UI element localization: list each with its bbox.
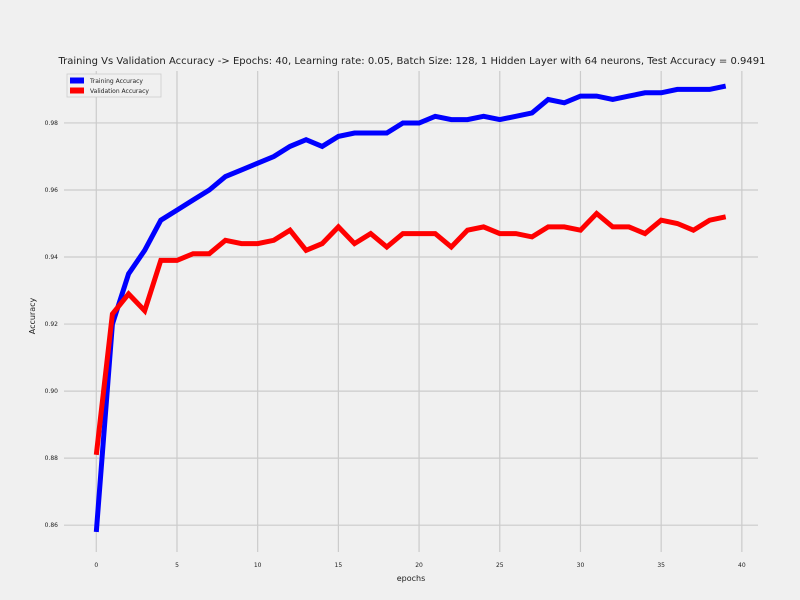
- y-tick-label: 0.86: [45, 522, 59, 529]
- x-tick-label: 30: [577, 562, 585, 569]
- x-tick-label: 15: [335, 562, 343, 569]
- y-tick-label: 0.90: [45, 388, 59, 395]
- grid: [64, 71, 758, 552]
- x-tick-label: 10: [254, 562, 262, 569]
- legend-swatch-training: [70, 77, 84, 84]
- validation-accuracy-line: [93, 210, 727, 456]
- y-tick-label: 0.88: [45, 455, 59, 462]
- y-tick-label: 0.92: [45, 321, 59, 328]
- legend-label-validation: Validation Accuracy: [90, 88, 149, 95]
- training-accuracy-line: [93, 83, 727, 533]
- y-axis-label: Accuracy: [28, 297, 37, 334]
- x-tick-label: 35: [657, 562, 665, 569]
- x-tick-labels: 0 5 10 15 20 25 30 35 40: [94, 562, 745, 569]
- y-tick-label: 0.96: [45, 187, 59, 194]
- legend: Training Accuracy Validation Accuracy: [66, 73, 162, 98]
- legend-swatch-validation: [70, 87, 84, 94]
- x-tick-label: 40: [738, 562, 746, 569]
- y-tick-label: 0.94: [45, 254, 59, 261]
- chart-title: Training Vs Validation Accuracy -> Epoch…: [58, 56, 766, 67]
- y-tick-label: 0.98: [45, 120, 59, 127]
- series-lines: [93, 83, 727, 533]
- x-tick-label: 0: [94, 562, 98, 569]
- x-axis-label: epochs: [397, 574, 426, 583]
- y-tick-labels: 0.86 0.88 0.90 0.92 0.94 0.96 0.98: [45, 120, 59, 529]
- legend-box: [66, 73, 162, 98]
- x-tick-label: 20: [415, 562, 423, 569]
- plot-area: [64, 71, 758, 552]
- x-tick-label: 5: [175, 562, 179, 569]
- legend-label-training: Training Accuracy: [89, 78, 143, 85]
- x-tick-label: 25: [496, 562, 504, 569]
